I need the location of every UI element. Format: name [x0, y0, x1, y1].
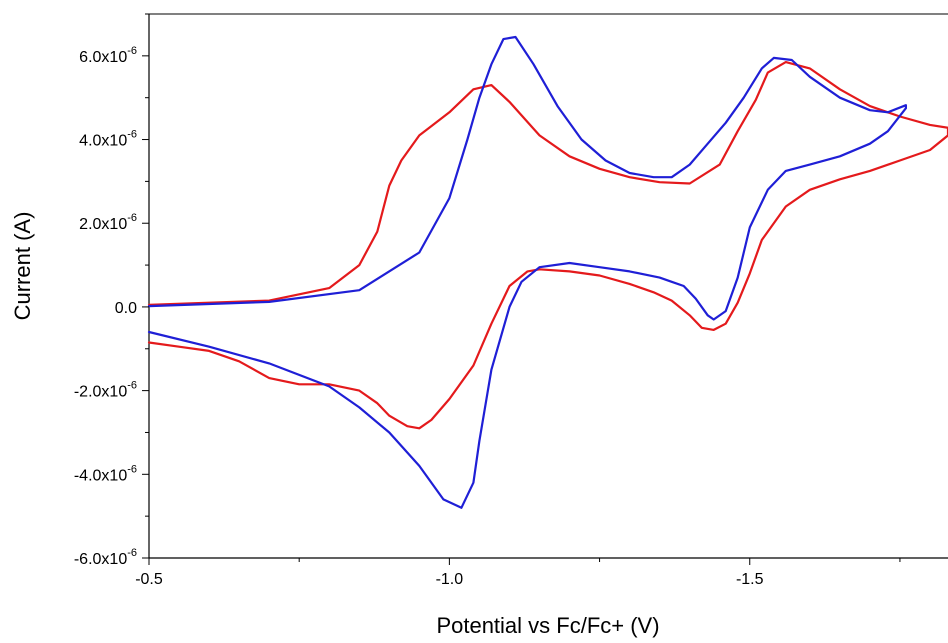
y-tick-label: 0.0 — [115, 300, 137, 317]
x-axis: -0.5 -1.0 -1.5 — [135, 558, 901, 588]
x-tick-label: -1.5 — [736, 571, 764, 588]
series-line-2 — [147, 35, 908, 509]
y-tick-label: 2.0x10-6 — [79, 212, 137, 233]
plot-frame — [148, 13, 948, 559]
y-tick-label: -6.0x10-6 — [74, 547, 137, 568]
series-line-1 — [147, 60, 948, 430]
y-tick-label: -4.0x10-6 — [74, 463, 137, 484]
x-tick-label: -0.5 — [135, 571, 163, 588]
x-tick-label: -1.0 — [436, 571, 464, 588]
y-axis: -6.0x10-6 -4.0x10-6 -2.0x10-6 0.0 2.0x10-6 4.… — [74, 13, 149, 568]
x-axis-title: Potential vs Fc/Fc+ (V) — [436, 613, 659, 638]
y-axis-title: Current (A) — [10, 212, 35, 321]
series-layer — [147, 35, 948, 509]
y-tick-label: 6.0x10-6 — [79, 45, 137, 66]
y-tick-label: -2.0x10-6 — [74, 380, 137, 401]
y-tick-label: 4.0x10-6 — [79, 129, 137, 150]
